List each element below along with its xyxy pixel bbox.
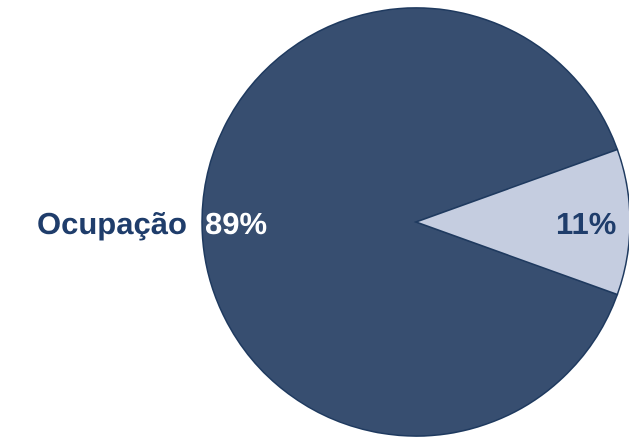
pie-slices bbox=[201, 7, 629, 437]
category-label: Ocupação bbox=[37, 206, 187, 241]
slice-label-other: 11% bbox=[556, 206, 616, 241]
pie-slice-0 bbox=[201, 7, 619, 437]
slice-label-ocupacao: 89% bbox=[205, 206, 267, 241]
pie-slice-1 bbox=[413, 148, 629, 296]
